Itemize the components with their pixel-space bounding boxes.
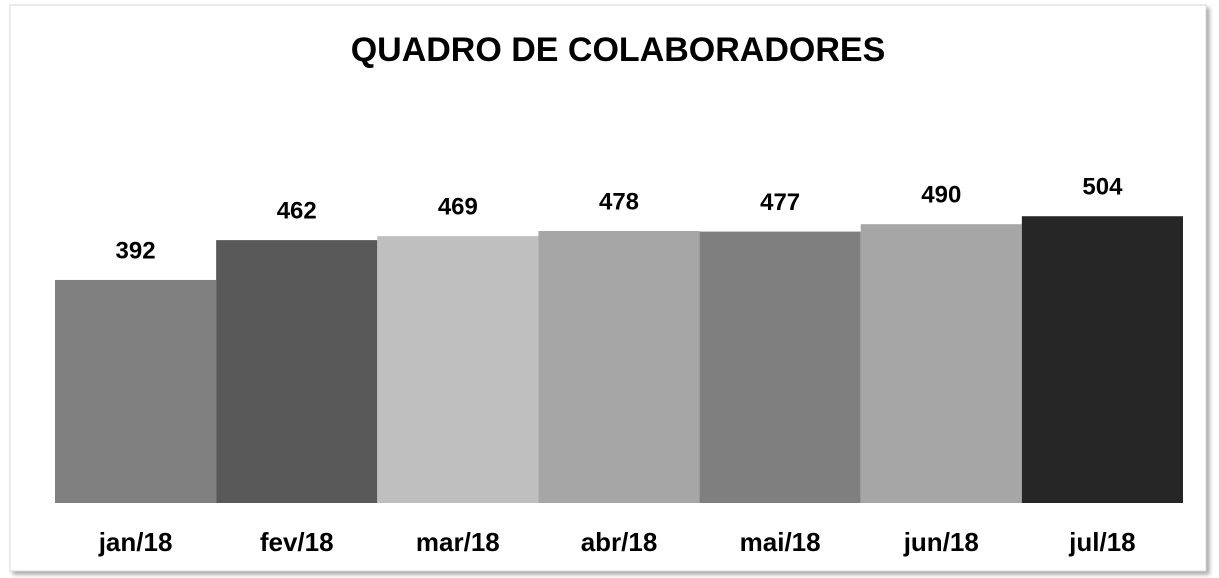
bar — [699, 231, 861, 503]
x-tick-label: jun/18 — [903, 527, 979, 557]
x-tick-label: jan/18 — [98, 527, 173, 557]
bar — [1021, 216, 1183, 503]
data-label: 392 — [116, 237, 156, 264]
x-tick-label: mai/18 — [740, 527, 821, 557]
bar — [538, 231, 700, 503]
bar — [55, 279, 217, 503]
data-label: 478 — [599, 188, 639, 215]
chart-title: QUADRO DE COLABORADORES — [351, 31, 886, 69]
data-label: 490 — [921, 182, 961, 209]
data-label: 469 — [438, 193, 478, 220]
bar — [216, 240, 378, 503]
bar — [377, 236, 539, 503]
x-tick-label: fev/18 — [260, 527, 334, 557]
x-tick-label: jul/18 — [1068, 527, 1135, 557]
data-label: 477 — [760, 189, 800, 216]
x-tick-label: mar/18 — [416, 527, 500, 557]
x-tick-label: abr/18 — [581, 527, 658, 557]
data-label: 504 — [1082, 174, 1123, 201]
data-label: 462 — [277, 197, 317, 224]
bar — [860, 224, 1022, 503]
